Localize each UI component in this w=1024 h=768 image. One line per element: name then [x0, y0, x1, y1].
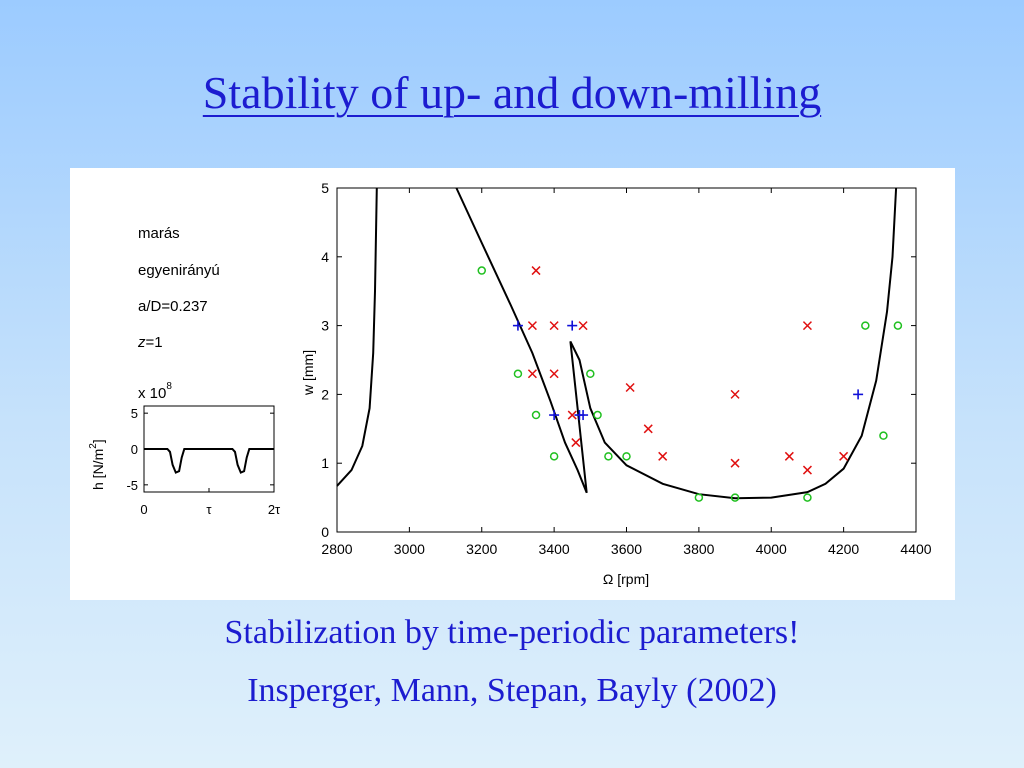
unstable-point-12 [730, 458, 740, 468]
stable-point-3 [531, 410, 541, 420]
stable-point-0 [477, 266, 486, 275]
unstable-point-1 [527, 321, 537, 331]
stable-point-5 [549, 452, 559, 461]
main-series [336, 187, 903, 502]
scale-factor: x 108 [138, 381, 172, 402]
main-xtick-label-3: 3400 [539, 541, 570, 557]
annotation-z: z [137, 334, 146, 351]
unstable-point-11 [730, 389, 740, 399]
inset-ylabel-sup: 2 [88, 443, 99, 449]
scale-base: x 10 [138, 385, 166, 402]
inset-ylabel-main: h [N/m [90, 449, 106, 490]
marginal-point-4 [578, 410, 589, 421]
main-ylabel: w [mm] [300, 350, 316, 396]
unstable-point-9 [643, 424, 653, 434]
figure-svg: marás egyenirányú a/D=0.237 z=1 x 108 5 0… [88, 180, 932, 587]
figure-panel: marás egyenirányú a/D=0.237 z=1 x 108 5 0… [70, 168, 955, 600]
unstable-point-0 [531, 266, 541, 276]
annotation-line3: a/D=0.237 [138, 298, 208, 315]
caption-line-1: Stabilization by time-periodic parameter… [224, 614, 800, 651]
unstable-point-4 [527, 369, 537, 379]
stable-point-7 [622, 452, 631, 461]
unstable-point-13 [784, 451, 794, 461]
marginal-point-1 [567, 320, 578, 331]
unstable-point-7 [571, 438, 581, 448]
stable-point-4 [593, 410, 602, 420]
inset-xtick-label-2tau: 2τ [268, 502, 281, 517]
stable-point-6 [604, 452, 613, 461]
unstable-point-8 [625, 382, 635, 393]
inset-curve [144, 448, 274, 474]
main-ytick-label-4: 4 [321, 249, 329, 265]
caption-line-2: Insperger, Mann, Stepan, Bayly (2002) [247, 672, 777, 709]
main-xtick-label-4: 3600 [611, 541, 642, 557]
main-xtick-label-5: 3800 [683, 541, 714, 557]
inset-xtick-label-0: 0 [140, 502, 147, 517]
marginal-point-5 [853, 389, 864, 400]
unstable-point-5 [549, 369, 559, 379]
stability-boundary-curve-1 [455, 187, 898, 500]
stable-point-12 [893, 321, 903, 330]
main-ytick-label-0: 0 [321, 524, 329, 540]
marginal-point-2 [549, 410, 560, 421]
unstable-point-3 [578, 321, 588, 331]
stable-point-1 [513, 369, 523, 379]
main-xtick-label-2: 3200 [466, 541, 497, 557]
stable-point-11 [861, 321, 870, 330]
main-ytick-label-2: 2 [321, 386, 329, 402]
scale-exponent: 8 [166, 381, 172, 392]
inset-ylabel-end: ] [90, 439, 106, 443]
inset-ytick-label-0: 5 [131, 406, 138, 421]
unstable-point-16 [839, 451, 849, 461]
main-ytick-label-5: 5 [321, 180, 329, 196]
stable-point-13 [879, 431, 888, 440]
stability-boundary-curve-0 [336, 187, 378, 487]
main-xtick-label-7: 4200 [828, 541, 859, 557]
annotation-line1: marás [138, 225, 180, 242]
inset-ytick-label-1: 0 [131, 442, 138, 457]
marginal-point-0 [512, 320, 523, 331]
main-xlabel: Ω [rpm] [603, 571, 649, 587]
stable-point-8 [694, 493, 704, 502]
unstable-point-2 [549, 321, 559, 331]
annotation-z-value: =1 [146, 334, 163, 351]
unstable-point-14 [802, 465, 812, 475]
slide-title: Stability of up- and down-milling [202, 67, 822, 118]
stable-point-10 [803, 493, 812, 502]
stable-point-2 [586, 369, 595, 379]
annotation-line2: egyenirányú [138, 262, 220, 279]
inset-ytick-label-2: -5 [126, 478, 138, 493]
stable-point-9 [730, 493, 740, 502]
unstable-point-10 [658, 451, 668, 461]
unstable-point-6 [567, 410, 577, 420]
main-xtick-label-0: 2800 [321, 541, 352, 557]
annotation-line4: z=1 [137, 334, 163, 351]
main-ytick-label-1: 1 [321, 455, 329, 471]
main-ytick-label-3: 3 [321, 318, 329, 334]
main-xtick-label-6: 4000 [756, 541, 787, 557]
main-ticks: 2800 3000 3200 3400 3600 3800 4000 4200 4400 0 1 2 3… [321, 180, 932, 557]
inset-ylabel: h [N/m2] [88, 439, 106, 490]
main-xtick-label-8: 4400 [900, 541, 931, 557]
inset-xtick-label-tau: τ [206, 502, 212, 517]
unstable-point-15 [802, 321, 812, 331]
main-xtick-label-1: 3000 [394, 541, 425, 557]
